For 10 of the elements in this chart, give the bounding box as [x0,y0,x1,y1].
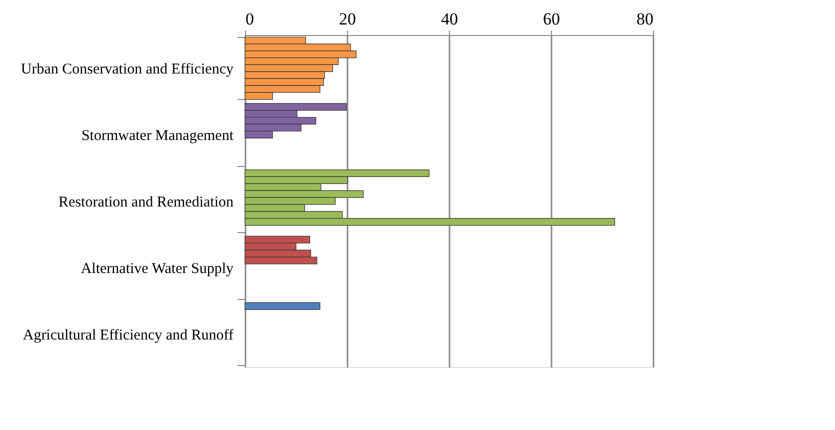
y-tick-label: Urban Conservation and Efficiency [20,62,234,78]
y-tick-label: Agricultural Efficiency and Runoff [22,327,234,344]
x-tick-label: 20 [339,10,356,28]
y-tick-label: Stormwater Management [81,128,234,144]
x-tick-label: 80 [636,10,654,28]
y-tick-label: Restoration and Remediation [58,194,234,210]
x-tick-label: 60 [543,10,560,28]
x-tick-label: 0 [246,10,254,28]
y-tick-label: Alternative Water Supply [80,260,234,277]
x-tick-label: 40 [441,10,458,28]
